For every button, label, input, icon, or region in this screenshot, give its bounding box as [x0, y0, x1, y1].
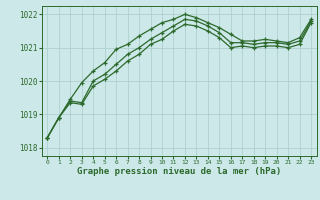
X-axis label: Graphe pression niveau de la mer (hPa): Graphe pression niveau de la mer (hPa): [77, 167, 281, 176]
